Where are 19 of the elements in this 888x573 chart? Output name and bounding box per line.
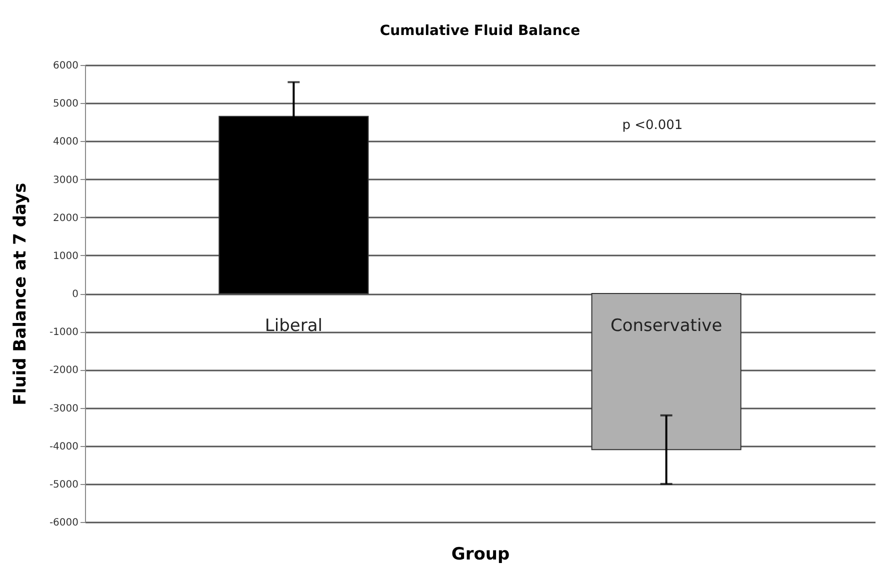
y-tick-label: 3000 xyxy=(53,174,78,186)
y-tick-label: 2000 xyxy=(53,212,78,224)
y-tick-label: 5000 xyxy=(53,98,78,110)
y-tick-label: -2000 xyxy=(49,365,78,376)
y-tick-label: 0 xyxy=(72,289,78,300)
y-tick-label: -1000 xyxy=(49,327,78,338)
x-axis-title: Group xyxy=(451,544,510,564)
x-tick-label: Conservative xyxy=(610,316,722,336)
y-tick-label: -3000 xyxy=(49,403,78,414)
y-tick-label: -4000 xyxy=(49,441,78,452)
y-axis-title: Fluid Balance at 7 days xyxy=(10,182,30,406)
x-tick-label: Liberal xyxy=(264,316,322,336)
y-tick-label: -5000 xyxy=(49,479,78,490)
annotation: p <0.001 xyxy=(622,118,683,133)
y-tick-label: 6000 xyxy=(53,60,78,72)
y-tick-label: -6000 xyxy=(49,518,78,528)
y-tick-label: 1000 xyxy=(53,250,78,262)
chart-title: Cumulative Fluid Balance xyxy=(380,23,580,39)
y-tick-label: 4000 xyxy=(53,136,78,148)
